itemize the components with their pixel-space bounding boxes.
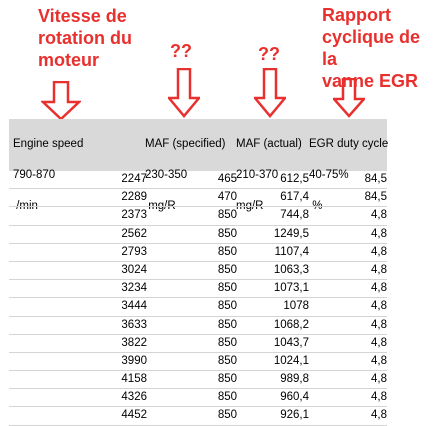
- table-row: 3990 850 1024,1 4,8: [9, 353, 387, 372]
- table-cell: 850: [217, 373, 237, 386]
- table-cell: 1043,7: [273, 336, 309, 349]
- table-cell: 4,8: [371, 245, 387, 258]
- header-label: Engine speed: [13, 137, 84, 150]
- table-cell: 850: [217, 391, 237, 404]
- table-cell: 1249,5: [273, 227, 309, 240]
- header-unit: mg/R: [236, 199, 264, 212]
- table-cell: 3822: [121, 336, 147, 349]
- header-maf-actual: MAF (actual) 210-370 mg/R: [236, 121, 302, 230]
- table-row: 3444 850 1078 4,8: [9, 298, 387, 317]
- table-cell: 850: [217, 282, 237, 295]
- table-cell: 850: [217, 409, 237, 422]
- table-cell: 850: [217, 300, 237, 313]
- annotation-egr-duty-cycle: Rapport cyclique de la vanne EGR: [322, 5, 421, 91]
- table-cell: 1024,1: [273, 354, 309, 367]
- annotation-maf-specified: ??: [170, 41, 192, 61]
- header-unit: %: [309, 199, 323, 212]
- table-cell: 4,8: [371, 318, 387, 331]
- table-cell: 465: [217, 173, 237, 185]
- table-row: 3024 850 1063,3 4,8: [9, 262, 387, 281]
- table-row: 3822 850 1043,7 4,8: [9, 335, 387, 353]
- table-row: 4452 850 926,1 4,8: [9, 407, 387, 426]
- table-cell: 612,5: [280, 173, 309, 185]
- data-table: 2247 465 612,5 84,5 2289 470 617,4 84,5 2373 850 7…: [9, 171, 387, 426]
- table-cell: 2793: [121, 245, 147, 258]
- header-range: 790-870: [13, 168, 56, 181]
- table-cell: 4,8: [371, 209, 387, 222]
- down-arrow-icon: [254, 68, 286, 118]
- annotation-maf-actual: ??: [258, 44, 280, 64]
- down-arrow-icon: [333, 78, 365, 118]
- table-cell: 850: [217, 227, 237, 240]
- table-cell: 850: [217, 263, 237, 276]
- down-arrow-icon: [168, 68, 200, 118]
- table-cell: 4,8: [371, 336, 387, 349]
- table-cell: 4452: [121, 409, 147, 422]
- table-cell: 4,8: [371, 354, 387, 367]
- header-label: MAF (specified): [145, 137, 226, 150]
- header-egr-duty-cycle: EGR duty cycle 40-75% %: [309, 121, 388, 230]
- table-cell: 2373: [121, 209, 147, 222]
- table-cell: 3444: [121, 300, 147, 313]
- table-cell: 960,4: [280, 391, 309, 404]
- table-cell: 850: [217, 209, 237, 222]
- table-header: [9, 119, 387, 171]
- header-range: 210-370: [236, 168, 279, 181]
- header-maf-specified: MAF (specified) 230-350 mg/R: [145, 121, 226, 230]
- table-row: 2373 850 744,8 4,8: [9, 207, 387, 226]
- table-cell: 4,8: [371, 227, 387, 240]
- table-row: 2562 850 1249,5 4,8: [9, 226, 387, 244]
- table-cell: 4326: [121, 391, 147, 404]
- header-label: MAF (actual): [236, 137, 302, 150]
- table-row: 3234 850 1073,1 4,8: [9, 280, 387, 299]
- header-range: 40-75%: [309, 168, 349, 181]
- table-cell: 1073,1: [273, 282, 309, 295]
- header-label: EGR duty cycle: [309, 137, 389, 150]
- table-cell: 1107,4: [274, 245, 309, 258]
- down-arrow-icon: [41, 81, 81, 121]
- table-row: 3633 850 1068,2 4,8: [9, 317, 387, 335]
- table-cell: 1068,2: [273, 318, 309, 331]
- table-cell: 3234: [121, 282, 147, 295]
- table-cell: 617,4: [280, 191, 309, 204]
- table-cell: 4,8: [371, 300, 387, 313]
- table-cell: 3990: [121, 354, 147, 367]
- table-cell: 850: [217, 318, 237, 331]
- table-row: 4326 850 960,4 4,8: [9, 389, 387, 408]
- table-cell: 4,8: [371, 263, 387, 276]
- table-cell: 84,5: [364, 173, 387, 185]
- table-row: 2247 465 612,5 84,5: [9, 171, 387, 190]
- table-cell: 1063,3: [273, 263, 309, 276]
- table-row: 4158 850 989,8 4,8: [9, 371, 387, 390]
- table-cell: 4,8: [371, 409, 387, 422]
- table-cell: 850: [217, 354, 237, 367]
- annotation-engine-speed: Vitesse de rotation du moteur: [38, 6, 132, 70]
- table-cell: 2562: [121, 227, 147, 240]
- header-engine-speed: Engine speed 790-870 /min: [13, 121, 83, 230]
- table-cell: 850: [217, 245, 237, 258]
- table-cell: 84,5: [364, 191, 387, 204]
- header-range: 230-350: [145, 168, 188, 181]
- table-cell: 2247: [121, 173, 147, 185]
- table-cell: 2289: [121, 191, 147, 204]
- table-cell: 470: [217, 191, 237, 204]
- table-cell: 4,8: [371, 373, 387, 386]
- header-unit: mg/R: [145, 199, 176, 212]
- table-row: 2793 850 1107,4 4,8: [9, 244, 387, 262]
- table-cell: 744,8: [280, 209, 309, 222]
- table-cell: 4,8: [371, 391, 387, 404]
- table-cell: 3024: [121, 263, 147, 276]
- table-cell: 3633: [121, 318, 147, 331]
- table-cell: 989,8: [280, 373, 309, 386]
- table-cell: 4158: [121, 373, 147, 386]
- table-cell: 4,8: [371, 282, 387, 295]
- table-cell: 850: [217, 336, 237, 349]
- table-cell: 1078: [283, 300, 309, 313]
- header-unit: /min: [13, 199, 38, 212]
- table-row: 2289 470 617,4 84,5: [9, 189, 387, 208]
- table-cell: 926,1: [280, 409, 309, 422]
